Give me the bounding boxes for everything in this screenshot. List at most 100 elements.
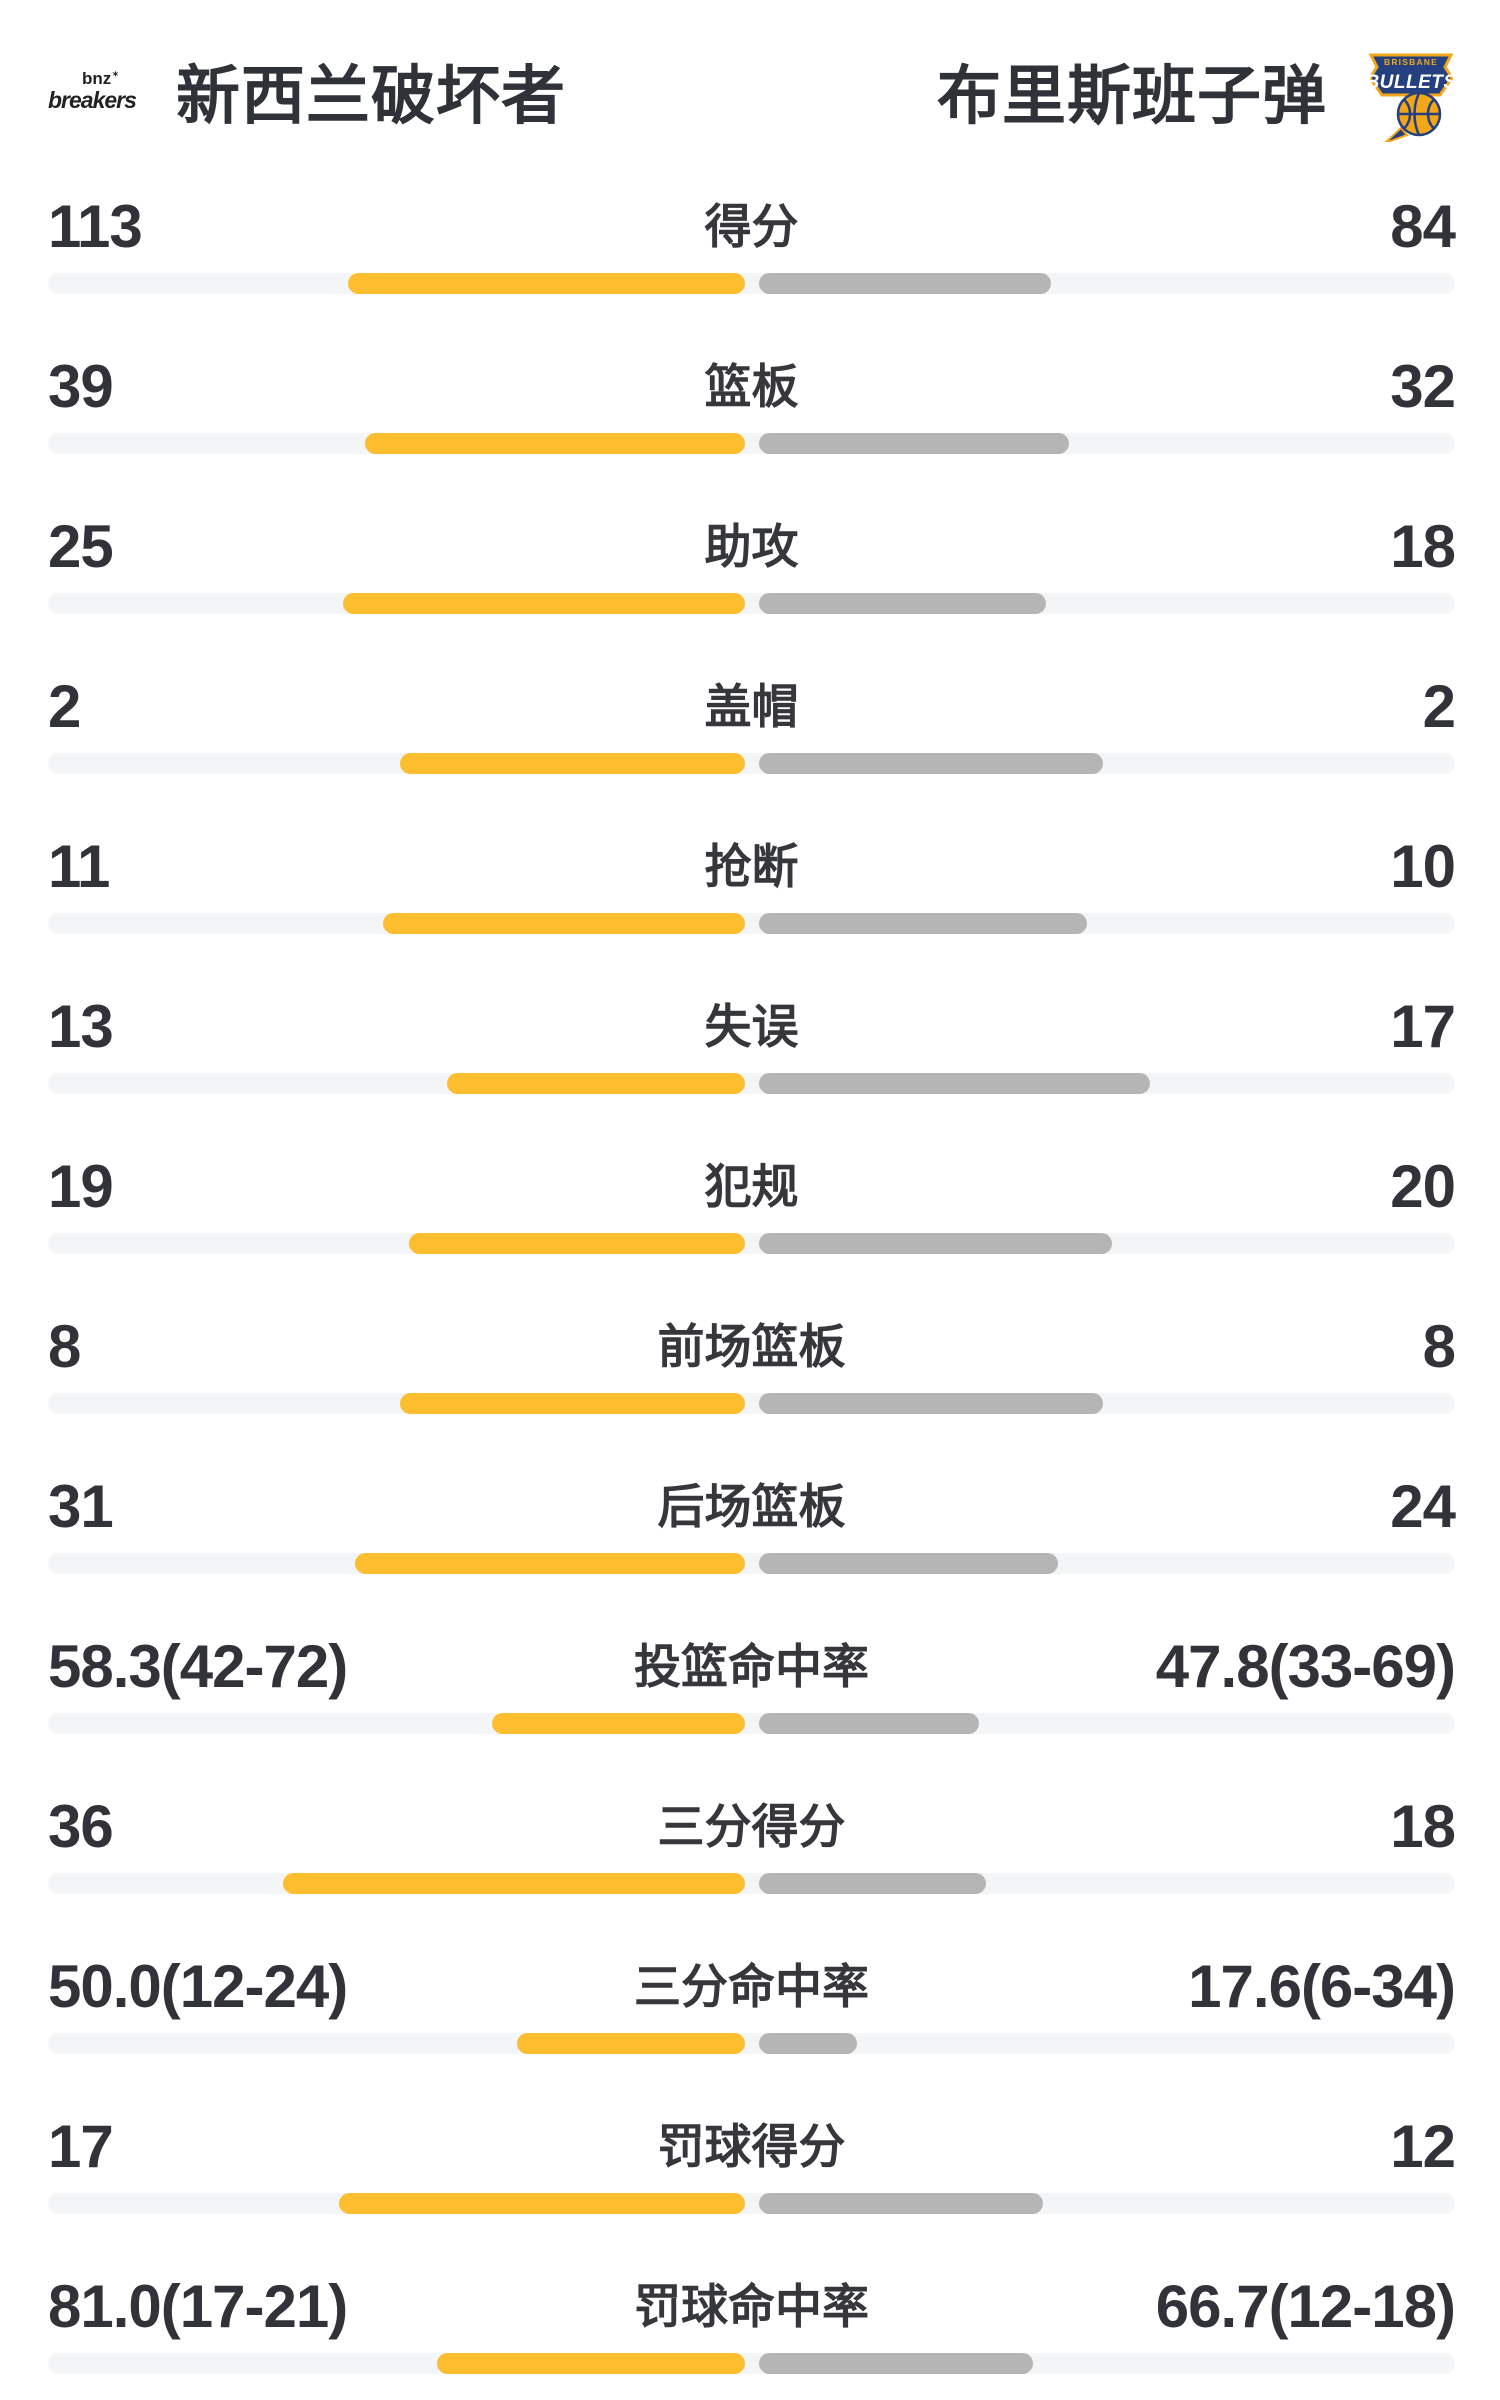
home-stat-value: 58.3(42-72): [48, 1633, 348, 1700]
sparkle-icon: ✶: [111, 69, 120, 81]
away-stat-value: 66.7(12-18): [1155, 2273, 1456, 2340]
away-stat-bar: [758, 1713, 980, 1734]
home-stat-bar: [517, 2033, 745, 2054]
home-stat-bar: [282, 1873, 745, 1894]
home-stat-value: 25: [48, 513, 114, 580]
away-stat-value: 12: [1390, 2113, 1456, 2180]
stat-row: 81.0(17-21) 罚球命中率 66.7(12-18): [0, 2237, 1500, 2397]
away-stat-bar: [758, 2193, 1043, 2214]
stat-label: 抢断: [704, 840, 799, 893]
away-stat-value: 32: [1390, 353, 1456, 420]
bar-track: [48, 1393, 1455, 1414]
away-stat-bar: [758, 2033, 857, 2054]
bullets-logo-wordmark: BULLETS: [1367, 72, 1455, 93]
home-stat-bar: [436, 2353, 745, 2374]
stat-row: 58.3(42-72) 投篮命中率 47.8(33-69): [0, 1597, 1500, 1757]
home-team-name: 新西兰破坏者: [176, 60, 566, 132]
home-stat-value: 19: [48, 1153, 114, 1220]
home-stat-value: 81.0(17-21): [48, 2273, 348, 2340]
stat-label: 罚球得分: [657, 2120, 846, 2173]
stat-label: 得分: [704, 200, 799, 253]
home-stat-value: 11: [48, 833, 110, 900]
away-stat-bar: [758, 2353, 1033, 2374]
stat-label: 助攻: [704, 520, 799, 573]
away-stat-value: 10: [1390, 833, 1456, 900]
away-stat-bar: [758, 1873, 986, 1894]
stat-label: 盖帽: [704, 680, 799, 733]
home-stat-value: 113: [48, 193, 143, 260]
stat-row: 8 前场篮板 8: [0, 1277, 1500, 1437]
away-stat-value: 84: [1390, 193, 1456, 260]
home-stat-bar: [354, 1553, 745, 1574]
stat-label: 后场篮板: [657, 1480, 846, 1533]
home-stat-value: 13: [48, 993, 114, 1060]
home-stat-bar: [342, 593, 745, 614]
stat-row: 31 后场篮板 24: [0, 1437, 1500, 1597]
bar-track: [48, 913, 1455, 934]
home-stat-bar: [446, 1073, 745, 1094]
home-stat-bar: [339, 2193, 745, 2214]
stat-label: 三分得分: [657, 1800, 846, 1853]
away-stat-bar: [758, 1073, 1151, 1094]
away-stat-value: 17.6(6-34): [1188, 1953, 1456, 2020]
home-stat-bar: [408, 1233, 745, 1254]
home-stat-bar: [383, 913, 745, 934]
bar-track: [48, 753, 1455, 774]
away-stat-bar: [758, 273, 1052, 294]
home-stat-bar: [492, 1713, 745, 1734]
stat-row: 11 抢断 10: [0, 797, 1500, 957]
match-stats-header: bnz✶ breakers 新西兰破坏者 布里斯班子弹 BRISBANE BUL…: [0, 0, 1500, 142]
bar-track: [48, 1073, 1455, 1094]
stat-row: 25 助攻 18: [0, 477, 1500, 637]
away-stat-bar: [758, 1233, 1113, 1254]
stat-row: 2 盖帽 2: [0, 637, 1500, 797]
bar-track: [48, 593, 1455, 614]
away-stat-bar: [758, 913, 1087, 934]
home-stat-value: 2: [48, 673, 81, 740]
home-stat-bar: [365, 433, 745, 454]
home-stat-value: 39: [48, 353, 114, 420]
away-stat-bar: [758, 1553, 1059, 1574]
bar-track: [48, 273, 1455, 294]
bar-track: [48, 1553, 1455, 1574]
away-stat-value: 18: [1390, 1793, 1456, 1860]
stat-label: 罚球命中率: [634, 2280, 869, 2333]
away-stat-value: 18: [1390, 513, 1456, 580]
stats-list: 113 得分 84 39 篮板 32 25 助攻 18: [0, 157, 1500, 2397]
bar-track: [48, 1873, 1455, 1894]
stat-row: 50.0(12-24) 三分命中率 17.6(6-34): [0, 1917, 1500, 2077]
home-stat-bar: [399, 1393, 745, 1414]
stat-label: 犯规: [704, 1160, 799, 1213]
stat-row: 17 罚球得分 12: [0, 2077, 1500, 2237]
stat-row: 19 犯规 20: [0, 1117, 1500, 1277]
bar-track: [48, 2353, 1455, 2374]
away-stat-value: 8: [1422, 1313, 1456, 1380]
away-stat-value: 24: [1390, 1473, 1456, 1540]
away-stat-bar: [758, 753, 1104, 774]
away-stat-value: 2: [1422, 673, 1456, 740]
bullets-logo: BRISBANE BULLETS: [1367, 53, 1455, 142]
breakers-logo-bnz-text: bnz: [82, 69, 112, 88]
away-team-header: 布里斯班子弹 BRISBANE BULLETS: [937, 40, 1455, 142]
bar-track: [48, 1713, 1455, 1734]
basketball-icon: [1396, 91, 1442, 137]
stat-row: 36 三分得分 18: [0, 1757, 1500, 1917]
home-stat-value: 31: [48, 1473, 114, 1540]
bar-track: [48, 433, 1455, 454]
bar-track: [48, 2033, 1455, 2054]
stat-label: 投篮命中率: [634, 1640, 869, 1693]
away-stat-bar: [758, 1393, 1104, 1414]
stat-label: 篮板: [704, 360, 799, 413]
stat-row: 39 篮板 32: [0, 317, 1500, 477]
breakers-logo-wordmark: breakers: [48, 87, 137, 113]
stat-label: 失误: [704, 1000, 799, 1053]
away-stat-value: 17: [1390, 993, 1456, 1060]
home-stat-value: 8: [48, 1313, 81, 1380]
away-stat-value: 20: [1390, 1153, 1456, 1220]
stat-row: 13 失误 17: [0, 957, 1500, 1117]
home-stat-value: 36: [48, 1793, 114, 1860]
bullets-logo-city-text: BRISBANE: [1384, 57, 1438, 67]
bar-track: [48, 1233, 1455, 1254]
away-team-name: 布里斯班子弹: [937, 60, 1327, 132]
away-stat-bar: [758, 433, 1069, 454]
